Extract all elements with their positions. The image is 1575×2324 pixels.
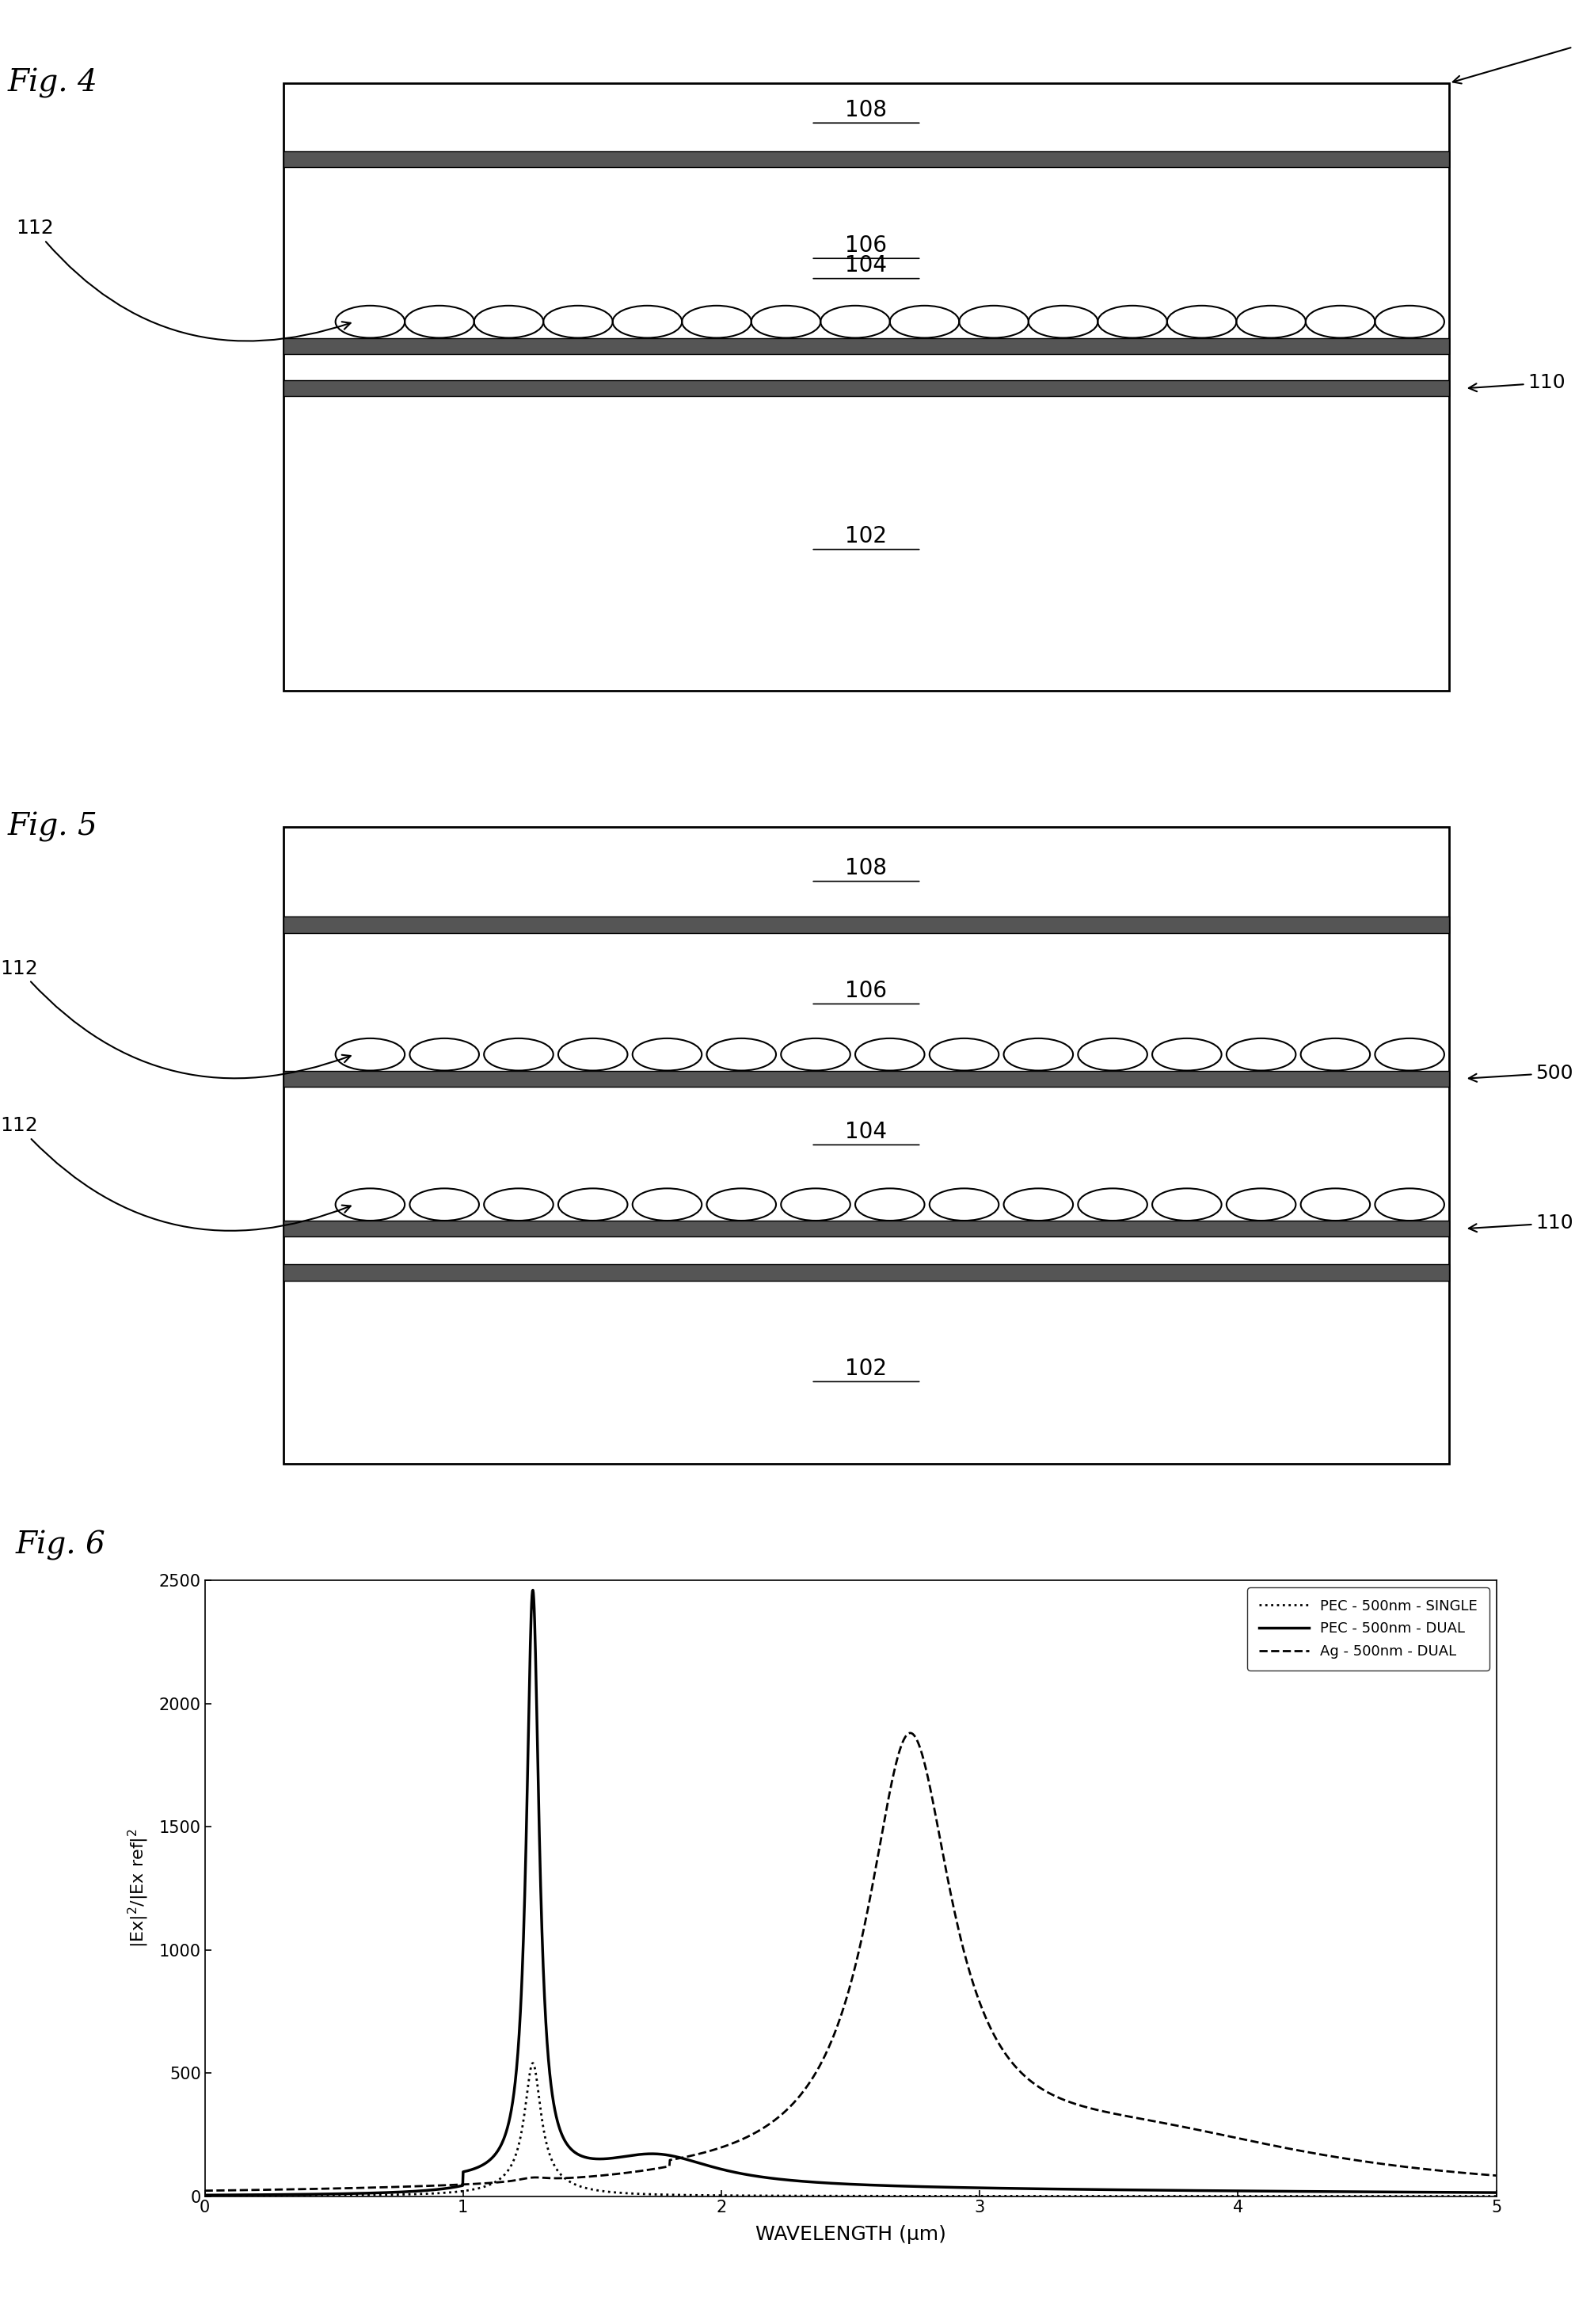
Bar	[284, 1220, 1449, 1236]
PEC - 500nm - SINGLE	[1487, 2182, 1506, 2210]
Text: 112: 112	[0, 1116, 351, 1232]
Bar	[284, 1264, 1449, 1281]
PEC - 500nm - DUAL	[419, 2175, 438, 2203]
Text: 110: 110	[1469, 374, 1566, 393]
Ag - 500nm - DUAL	[747, 2119, 765, 2147]
Y-axis label: |Ex|$^2$/|Ex ref|$^2$: |Ex|$^2$/|Ex ref|$^2$	[126, 1829, 150, 1948]
Ag - 500nm - DUAL	[901, 1720, 920, 1748]
PEC - 500nm - DUAL	[523, 1576, 542, 1604]
PEC - 500nm - DUAL	[343, 2180, 362, 2208]
PEC - 500nm - SINGLE	[691, 2182, 710, 2210]
PEC - 500nm - DUAL	[691, 2150, 710, 2178]
Text: 104: 104	[846, 1120, 887, 1143]
PEC - 500nm - SINGLE	[747, 2182, 765, 2210]
Text: 104: 104	[846, 253, 887, 277]
Bar	[284, 151, 1449, 167]
Legend: PEC - 500nm - SINGLE, PEC - 500nm - DUAL, Ag - 500nm - DUAL: PEC - 500nm - SINGLE, PEC - 500nm - DUAL…	[1247, 1587, 1488, 1671]
Text: 112: 112	[0, 960, 351, 1078]
PEC - 500nm - SINGLE	[523, 2050, 542, 2078]
Text: 102: 102	[846, 1357, 887, 1380]
Text: 106: 106	[846, 981, 887, 1002]
Ag - 500nm - DUAL	[1487, 2161, 1506, 2189]
Text: 112: 112	[16, 218, 351, 342]
Bar	[284, 84, 1449, 690]
Text: 108: 108	[846, 858, 887, 878]
Text: Fig. 5: Fig. 5	[8, 811, 98, 841]
PEC - 500nm - DUAL	[1462, 2178, 1480, 2205]
Text: 110: 110	[1469, 1213, 1573, 1232]
PEC - 500nm - DUAL	[195, 2182, 214, 2210]
Line: PEC - 500nm - DUAL: PEC - 500nm - DUAL	[205, 1590, 1496, 2196]
Text: 500: 500	[1469, 1064, 1573, 1083]
PEC - 500nm - SINGLE	[343, 2182, 362, 2210]
Ag - 500nm - DUAL	[343, 2175, 362, 2203]
PEC - 500nm - DUAL	[747, 2161, 765, 2189]
PEC - 500nm - SINGLE	[419, 2180, 438, 2208]
Text: Fig. 6: Fig. 6	[16, 1532, 106, 1559]
Text: 106: 106	[846, 235, 887, 256]
X-axis label: WAVELENGTH (μm): WAVELENGTH (μm)	[754, 2224, 947, 2243]
Line: Ag - 500nm - DUAL: Ag - 500nm - DUAL	[205, 1734, 1496, 2192]
Text: 102: 102	[846, 525, 887, 548]
Bar	[284, 1071, 1449, 1088]
PEC - 500nm - SINGLE	[195, 2182, 214, 2210]
PEC - 500nm - SINGLE	[1462, 2182, 1480, 2210]
Ag - 500nm - DUAL	[1462, 2159, 1480, 2187]
Bar	[284, 337, 1449, 353]
Text: 108: 108	[846, 98, 887, 121]
Ag - 500nm - DUAL	[195, 2178, 214, 2205]
Bar	[284, 916, 1449, 932]
Ag - 500nm - DUAL	[690, 2140, 709, 2168]
Ag - 500nm - DUAL	[1323, 2143, 1342, 2171]
Line: PEC - 500nm - SINGLE: PEC - 500nm - SINGLE	[205, 2064, 1496, 2196]
PEC - 500nm - DUAL	[1323, 2178, 1342, 2205]
Text: Fig. 4: Fig. 4	[8, 67, 98, 98]
Bar	[284, 827, 1449, 1464]
Bar	[284, 381, 1449, 397]
Ag - 500nm - DUAL	[419, 2173, 438, 2201]
Text: 100: 100	[1452, 33, 1575, 84]
PEC - 500nm - DUAL	[1487, 2178, 1506, 2205]
PEC - 500nm - SINGLE	[1323, 2182, 1342, 2210]
